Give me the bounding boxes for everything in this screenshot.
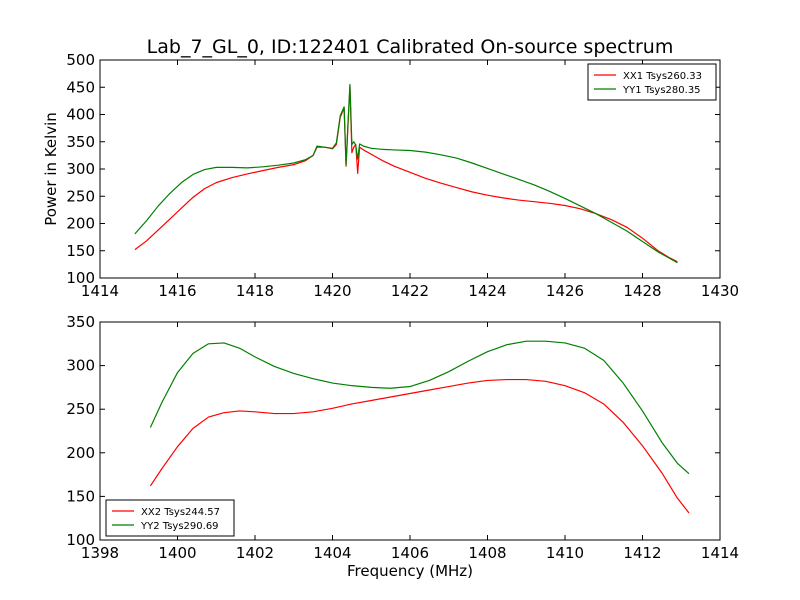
x-tick-label: 1420 xyxy=(313,282,351,300)
series-line-2-2 xyxy=(149,340,690,475)
y-tick-label: 250 xyxy=(66,400,95,418)
legend: XX2 Tsys244.57 YY2 Tsys290.69 xyxy=(105,499,235,537)
x-tick-label: 1404 xyxy=(313,544,351,562)
y-tick-label: 450 xyxy=(66,78,95,96)
x-tick-label: 1412 xyxy=(623,544,661,562)
x-tick-label: 1414 xyxy=(701,544,739,562)
top-plot: 1414 1416 1418 1420 1422 1424 1426 1428 1430 100 1… xyxy=(66,51,739,300)
legend-label: XX2 Tsys244.57 xyxy=(141,507,220,518)
x-tick-label: 1414 xyxy=(81,282,119,300)
y-tick-label: 200 xyxy=(66,444,95,462)
chart-title: Lab_7_GL_0, ID:122401 Calibrated On-sour… xyxy=(147,36,674,58)
y-tick-label: 150 xyxy=(66,242,95,260)
x-tick-label: 1430 xyxy=(701,282,739,300)
y-tick-label: 200 xyxy=(66,215,95,233)
legend-label: YY2 Tsys290.69 xyxy=(140,521,219,532)
y-tick-label: 300 xyxy=(66,357,95,375)
y-tick-label: 100 xyxy=(66,269,95,287)
legend-box xyxy=(105,499,235,537)
legend: XX1 Tsys260.33 YY1 Tsys280.35 xyxy=(587,63,717,101)
x-tick-label: 1416 xyxy=(158,282,196,300)
x-tick-label: 1424 xyxy=(468,282,506,300)
y-tick-label: 400 xyxy=(66,106,95,124)
y-tick-label: 350 xyxy=(66,313,95,331)
legend-label: XX1 Tsys260.33 xyxy=(623,71,702,82)
legend-box xyxy=(587,63,717,101)
x-tick-label: 1422 xyxy=(391,282,429,300)
legend-label: YY1 Tsys280.35 xyxy=(622,85,701,96)
y-tick-label: 300 xyxy=(66,160,95,178)
x-axis-label: Frequency (MHz) xyxy=(347,562,473,580)
y-tick-label: 250 xyxy=(66,187,95,205)
x-tick-label: 1418 xyxy=(236,282,274,300)
x-tick-label: 1398 xyxy=(81,544,119,562)
x-tick-label: 1402 xyxy=(236,544,274,562)
x-tick-label: 1408 xyxy=(468,544,506,562)
y-tick-label: 150 xyxy=(66,487,95,505)
x-tick-label: 1410 xyxy=(546,544,584,562)
x-tick-label: 1428 xyxy=(623,282,661,300)
y-tick-label: 100 xyxy=(66,531,95,549)
x-tick-label: 1400 xyxy=(158,544,196,562)
x-tick-label: 1426 xyxy=(546,282,584,300)
bottom-plot: 1398 1400 1402 1404 1406 1408 1410 1412 1414 100 1… xyxy=(66,313,739,562)
x-tick-label: 1406 xyxy=(391,544,429,562)
series-line-1-2 xyxy=(134,83,678,264)
y-tick-label: 500 xyxy=(66,51,95,69)
y-axis-label: Power in Kelvin xyxy=(42,112,60,226)
y-tick-label: 350 xyxy=(66,133,95,151)
series-line-1-1 xyxy=(134,85,678,263)
series-line-2-1 xyxy=(149,378,690,514)
